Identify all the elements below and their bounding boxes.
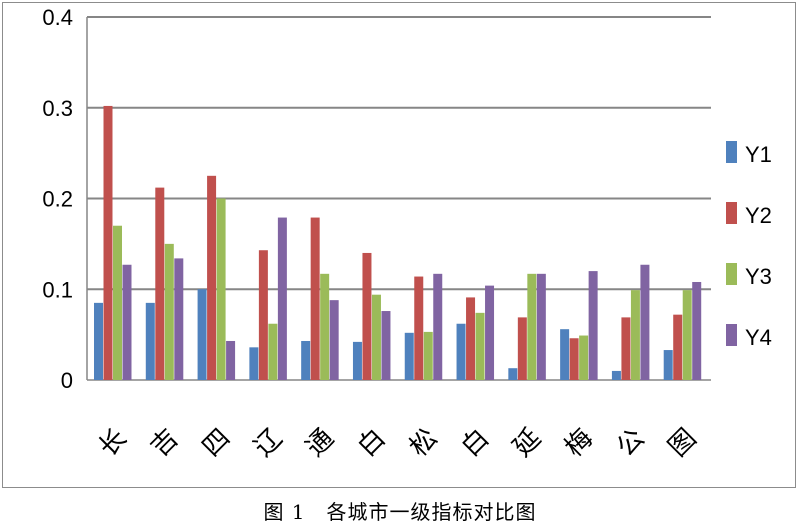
bar-y1 xyxy=(145,302,155,380)
bar-y1 xyxy=(611,370,621,380)
y-tick-label: 0.2 xyxy=(42,187,73,212)
bar-y4 xyxy=(226,340,236,380)
bar-y1 xyxy=(404,332,414,380)
x-tick-label: 长 xyxy=(93,423,133,463)
x-tick-label: 图 xyxy=(663,423,703,463)
bar-y3 xyxy=(113,225,122,380)
bar-y4 xyxy=(277,217,287,380)
bar-y1 xyxy=(301,340,311,380)
bar-y2 xyxy=(621,317,631,380)
bar-y4 xyxy=(174,258,184,380)
bar-y3 xyxy=(682,290,692,380)
bar-y2 xyxy=(362,252,372,380)
bar-y3 xyxy=(371,294,381,380)
y-tick-label: 0 xyxy=(61,368,73,393)
bar-y2 xyxy=(673,314,683,380)
bar-y2 xyxy=(569,338,579,380)
bar-y3 xyxy=(475,312,485,380)
bar-y4 xyxy=(536,273,546,380)
x-tick-label: 公 xyxy=(611,423,651,463)
bar-y1 xyxy=(560,329,570,380)
bar-y2 xyxy=(103,105,113,380)
legend-label-y1: Y1 xyxy=(745,142,772,167)
chart-frame: 0 0.1 0.2 0.3 0.4 长吉四辽通白松白延梅公图 Y1 Y2 Y3 Y4 xyxy=(2,2,796,488)
y-tick-label: 0.4 xyxy=(42,5,73,30)
bar-y1 xyxy=(94,302,103,380)
x-tick-label: 白 xyxy=(456,423,496,463)
bar-y1 xyxy=(249,347,259,380)
bar-y4 xyxy=(381,311,391,380)
bar-y2 xyxy=(155,187,165,380)
legend-label-y2: Y2 xyxy=(745,203,772,228)
bar-y1 xyxy=(352,341,362,380)
x-tick-label: 辽 xyxy=(249,423,289,463)
legend-label-y4: Y4 xyxy=(745,325,772,350)
bar-y1 xyxy=(456,323,466,380)
legend-label-y3: Y3 xyxy=(745,264,772,289)
figure-caption: 图 1 各城市一级指标对比图 xyxy=(263,500,537,524)
x-tick-label: 梅 xyxy=(559,423,599,463)
bar-y2 xyxy=(517,317,527,380)
bar-y4 xyxy=(588,271,598,380)
bar-y1 xyxy=(508,368,518,380)
x-tick-label: 吉 xyxy=(145,423,185,463)
bar-y4 xyxy=(433,273,443,380)
bar-y1 xyxy=(197,289,207,380)
bar-y3 xyxy=(268,323,278,380)
y-tick-label: 0.1 xyxy=(42,277,73,302)
bar-y4 xyxy=(640,264,650,380)
x-tick-label: 白 xyxy=(352,423,392,463)
bar-y3 xyxy=(164,243,174,380)
bar-y4 xyxy=(692,281,702,380)
bar-y3 xyxy=(216,198,226,380)
bar-y4 xyxy=(122,264,132,380)
bar-y3 xyxy=(579,335,589,380)
bar-y2 xyxy=(466,297,476,380)
legend-swatch-y2 xyxy=(726,202,737,224)
bar-y4 xyxy=(485,285,495,380)
bar-y3 xyxy=(630,290,640,380)
bar-y2 xyxy=(258,250,268,380)
y-tick-label: 0.3 xyxy=(42,96,73,121)
bar-y3 xyxy=(320,273,330,380)
bar-y2 xyxy=(310,217,320,380)
bar-y3 xyxy=(423,331,433,380)
bar-y2 xyxy=(414,276,424,380)
bar-y2 xyxy=(207,175,217,380)
x-tick-label: 通 xyxy=(300,423,340,463)
legend-swatch-y4 xyxy=(726,324,737,346)
bar-chart: 00.10.20.30.4长吉四辽通白松白延梅公图Y1Y2Y3Y4 xyxy=(42,5,772,463)
x-tick-label: 四 xyxy=(197,423,237,463)
x-tick-label: 延 xyxy=(508,423,548,463)
bar-y3 xyxy=(527,273,537,380)
legend-swatch-y1 xyxy=(726,141,737,163)
x-tick-label: 松 xyxy=(404,423,444,463)
bar-y1 xyxy=(663,350,673,380)
legend-swatch-y3 xyxy=(726,263,737,285)
bar-y4 xyxy=(329,300,339,380)
